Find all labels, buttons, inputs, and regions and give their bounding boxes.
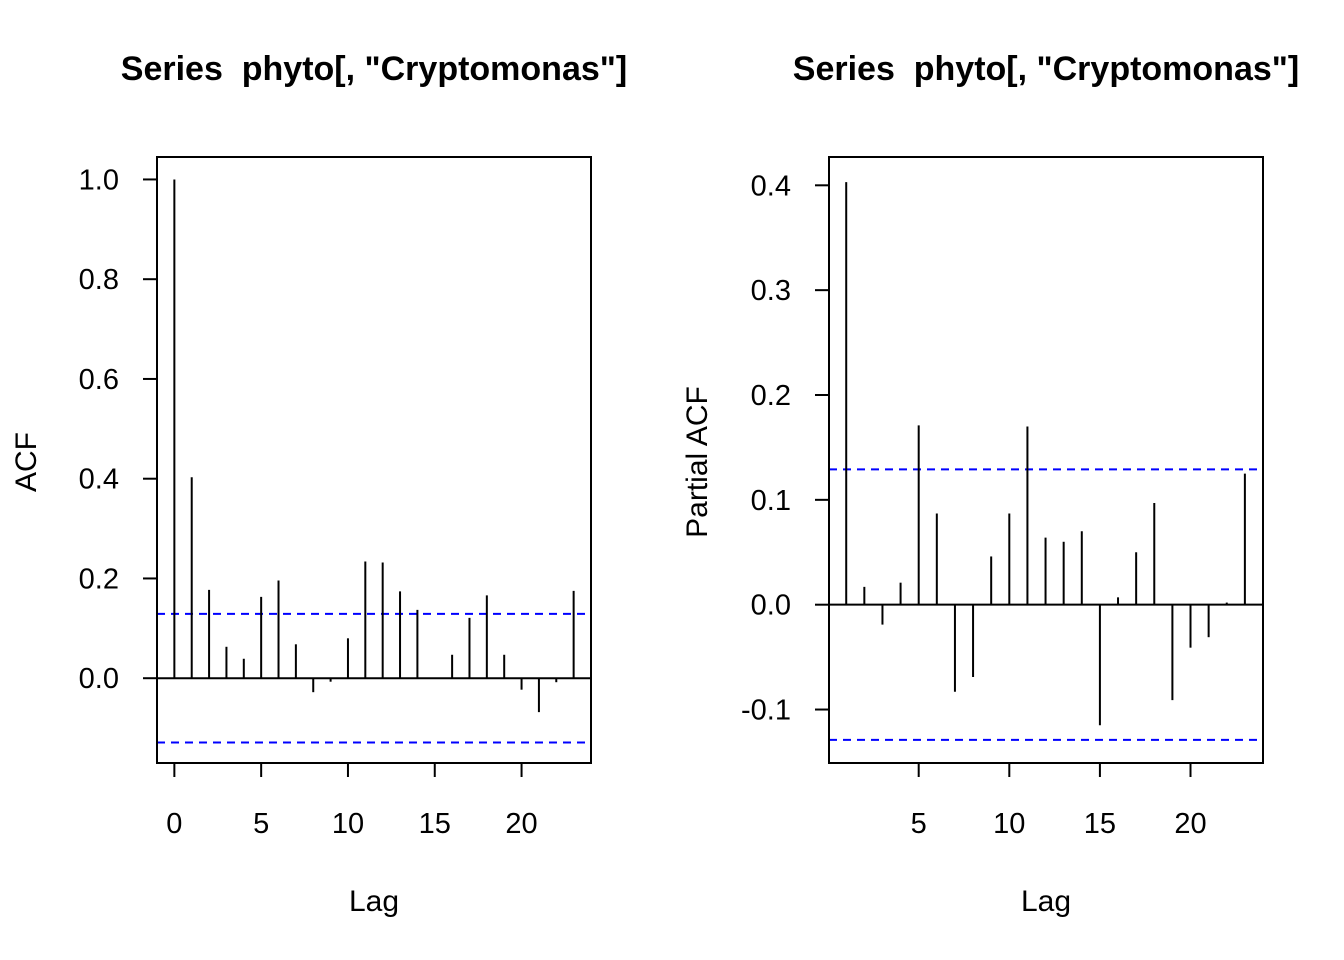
acf-axes: 0.0 0.2 0.4 0.6 0.8 1.0 0 5 10 15 20 (79, 164, 538, 840)
pacf-y-tick-label: 0.4 (751, 170, 791, 202)
acf-confidence-bounds (157, 612, 591, 744)
pacf-panel: Series phyto[, "Cryptomonas"] Lag Partia… (681, 50, 1299, 918)
pacf-x-tick-label: 20 (1174, 808, 1206, 840)
acf-y-tick-label: 0.0 (79, 663, 119, 695)
acf-title: Series phyto[, "Cryptomonas"] (121, 50, 627, 88)
pacf-x-tick-label: 10 (993, 808, 1025, 840)
acf-x-tick-label: 0 (166, 808, 182, 840)
acf-x-tick-label: 20 (505, 808, 537, 840)
acf-x-tick-label: 5 (253, 808, 269, 840)
acf-bars (157, 179, 591, 713)
pacf-y-tick-label: -0.1 (741, 695, 791, 727)
acf-x-axis-label: Lag (349, 885, 399, 918)
pacf-y-axis-label: Partial ACF (681, 386, 714, 538)
acf-y-tick-label: 0.8 (79, 264, 119, 296)
acf-x-tick-label: 15 (419, 808, 451, 840)
acf-y-tick-label: 0.6 (79, 364, 119, 396)
acf-y-tick-label: 0.2 (79, 563, 119, 595)
pacf-x-axis-label: Lag (1021, 885, 1071, 918)
pacf-y-tick-label: 0.0 (751, 590, 791, 622)
pacf-bars (829, 182, 1263, 726)
pacf-y-tick-label: 0.2 (751, 380, 791, 412)
acf-y-tick-label: 1.0 (79, 164, 119, 196)
pacf-title: Series phyto[, "Cryptomonas"] (793, 50, 1299, 88)
acf-panel: Series phyto[, "Cryptomonas"] Lag ACF 0.… (10, 50, 627, 918)
acf-y-axis-label: ACF (10, 432, 43, 492)
pacf-y-tick-label: 0.3 (751, 275, 791, 307)
pacf-plot-frame (828, 156, 1264, 764)
acf-plot-frame (156, 156, 592, 764)
pacf-x-tick-label: 5 (911, 808, 927, 840)
acf-y-tick-label: 0.4 (79, 464, 119, 496)
pacf-confidence-bounds (829, 468, 1263, 741)
pacf-axes: -0.1 0.0 0.1 0.2 0.3 0.4 5 10 15 20 (741, 170, 1207, 840)
acf-x-tick-label: 10 (332, 808, 364, 840)
pacf-x-tick-label: 15 (1084, 808, 1116, 840)
pacf-y-tick-label: 0.1 (751, 485, 791, 517)
